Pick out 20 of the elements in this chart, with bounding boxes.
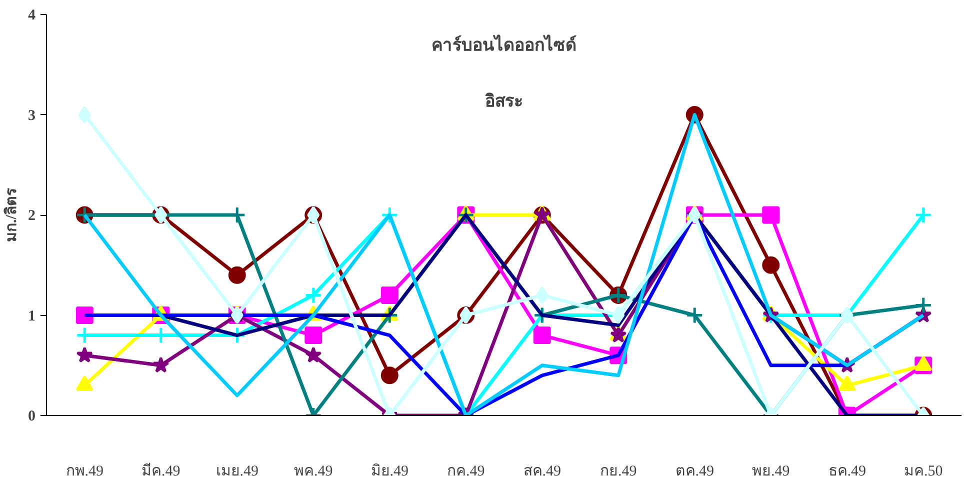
x-tick-label: ธค.49: [828, 464, 866, 480]
y-tick-label: 4: [28, 8, 36, 24]
x-tick-label: มีค.49: [142, 462, 180, 480]
text: คาร์บอนไดออกไซด์: [432, 34, 576, 55]
x-tick-label: กค.49: [447, 464, 485, 480]
y-tick-label: 1: [28, 308, 36, 324]
x-tick-label: มิย.49: [370, 462, 408, 480]
x-tick-label: กพ.49: [66, 464, 104, 480]
x-tick-label: สค.49: [523, 464, 561, 480]
x-tick-label: ตค.49: [675, 464, 714, 480]
y-tick-label: 0: [28, 408, 36, 424]
x-tick-label: เมย.49: [216, 464, 258, 480]
y-axis-title: มก./ลิตร: [2, 187, 20, 242]
x-tick-label: พค.49: [294, 464, 333, 480]
y-tick-label: 3: [28, 108, 36, 124]
y-tick-label: 2: [28, 208, 36, 224]
x-tick-label: กย.49: [600, 464, 637, 480]
x-tick-label: มค.50: [904, 464, 943, 480]
text: อิสระ: [485, 92, 523, 111]
x-tick-label: พย.49: [752, 464, 790, 480]
